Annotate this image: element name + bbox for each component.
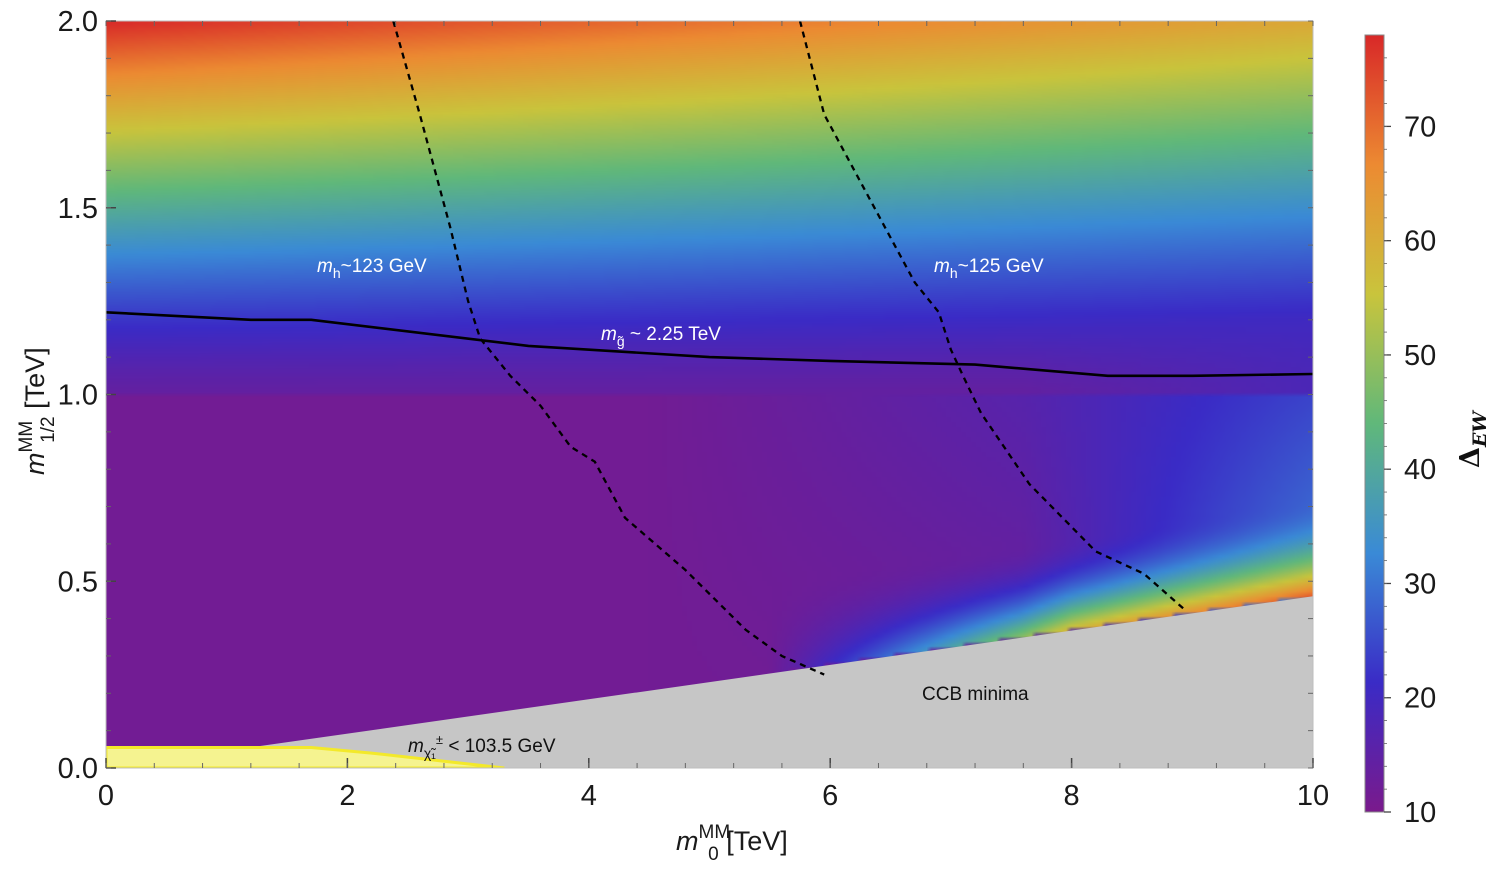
x-tick-label: 6 [822, 780, 838, 812]
y-tick-label: 0.5 [58, 566, 98, 598]
x-tick-label: 8 [1064, 780, 1080, 812]
colorbar-bar [1364, 34, 1385, 813]
colorbar-tick-label: 30 [1404, 568, 1436, 600]
x-tick-label: 0 [98, 780, 114, 812]
colorbar-tick-label: 70 [1404, 111, 1436, 143]
x-tick-label: 10 [1297, 780, 1329, 812]
x-tick-label: 2 [339, 780, 355, 812]
colorbar-tick-label: 20 [1404, 683, 1436, 715]
chargino-region [106, 746, 505, 768]
label-chargino: mχ̃₁± < 103.5 GeV [408, 732, 556, 761]
y-tick-label: 0.0 [58, 753, 98, 785]
contour-mh-125 [798, 21, 1188, 612]
colorbar-tick-label: 10 [1404, 797, 1436, 829]
label-gluino: mg̃ ~ 2.25 TeV [601, 324, 721, 349]
contour-gluino [106, 311, 1313, 378]
plot-area: mh~123 GeV mh~125 GeV mg̃ ~ 2.25 TeV CCB mi… [106, 21, 1313, 768]
y-tick-label: 1.0 [58, 380, 98, 412]
x-axis-label: mMM 0 [TeV] [676, 822, 788, 865]
colorbar-tick-label: 40 [1404, 454, 1436, 486]
ccb-region [106, 596, 1313, 768]
colorbar-tick-label: 50 [1404, 340, 1436, 372]
y-tick-label: 1.5 [58, 193, 98, 225]
x-tick-label: 4 [581, 780, 597, 812]
y-axis-label: mMM1/2 [TeV] [16, 347, 59, 475]
axis-labels: mMM 0 [TeV] mMM1/2 [TeV] ΔEW [16, 347, 1491, 865]
colorbar-tick-label: 60 [1404, 226, 1436, 258]
colorbar-label: ΔEW [1455, 410, 1491, 468]
label-mh-123: mh~123 GeV [317, 256, 427, 281]
y-tick-label: 2.0 [58, 6, 98, 38]
contour-mh-123 [392, 21, 825, 676]
colorbar: 10 20 30 40 50 60 70 [1364, 34, 1436, 829]
label-mh-125: mh~125 GeV [934, 256, 1044, 281]
label-ccb: CCB minima [922, 684, 1029, 705]
axes: 0 2 4 6 8 10 0.0 0.5 1.0 1.5 2.0 [58, 6, 1329, 812]
